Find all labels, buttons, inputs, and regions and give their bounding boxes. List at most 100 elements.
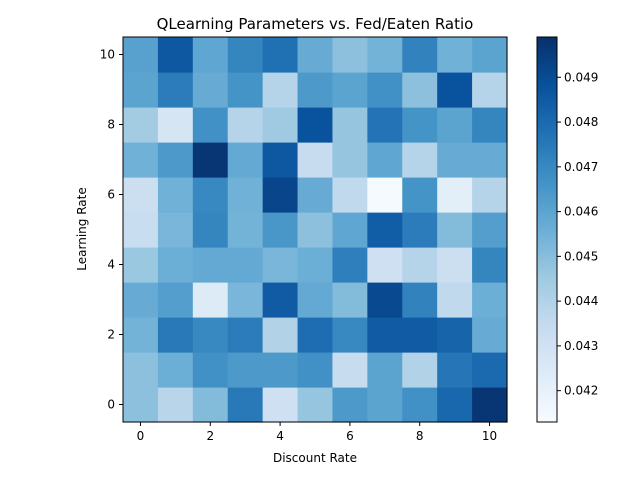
heatmap-cell [332,387,368,423]
heatmap-cell [227,352,264,388]
heatmap-cell [437,72,473,108]
heatmap-cell [367,212,403,248]
heatmap-cell [123,352,159,388]
heatmap-cell [157,282,194,318]
heatmap-cell [157,142,194,178]
y-tick-label: 8 [107,118,115,132]
heatmap-cell [192,212,229,248]
heatmap-cell [367,37,403,73]
heatmap-cell [157,107,194,143]
heatmap-cell [437,352,473,388]
heatmap-cell [367,142,403,178]
heatmap-cell [472,317,508,353]
heatmap-cell [472,387,508,423]
heatmap-cell [332,247,368,283]
heatmap-cell [123,247,159,283]
heatmap-cell [192,387,229,423]
colorbar-tick-label: 0.045 [564,249,598,263]
heatmap-cell [402,107,438,143]
heatmap-cell [367,72,403,108]
heatmap-cell [192,37,229,73]
heatmap-cell [192,317,229,353]
heatmap-cell [472,37,508,73]
heatmap-cell [227,177,264,213]
heatmap-cell [262,387,299,423]
heatmap-cell [192,142,229,178]
heatmap-cell [437,282,473,318]
heatmap-cell [367,247,403,283]
heatmap-cell [437,142,473,178]
heatmap-cell [297,387,334,423]
heatmap-cell [192,107,229,143]
y-tick-label: 6 [107,188,115,202]
heatmap-cell [297,107,334,143]
heatmap-cell [157,387,194,423]
colorbar-tick-label: 0.048 [564,115,598,129]
heatmap-cell [402,142,438,178]
heatmap-cell [332,37,368,73]
heatmap-cell [367,177,403,213]
heatmap-cell [157,247,194,283]
heatmap-cell [437,317,473,353]
heatmap-cell [437,177,473,213]
x-tick-label: 0 [137,429,145,443]
heatmap-cell [402,72,438,108]
heatmap-cell [192,177,229,213]
heatmap-cell [262,37,299,73]
heatmap-cell [402,212,438,248]
heatmap-cell [297,282,334,318]
heatmap-cell [297,142,334,178]
heatmap-cell [157,72,194,108]
colorbar-tick-label: 0.047 [564,160,598,174]
colorbar [536,36,558,423]
heatmap-cell [472,142,508,178]
heatmap-cell [297,37,334,73]
heatmap-cell [262,317,299,353]
heatmap-cell [227,282,264,318]
heatmap-cell [227,387,264,423]
y-tick-label: 2 [107,328,115,342]
heatmap-cell [157,177,194,213]
y-tick-label: 4 [107,258,115,272]
heatmap-cell [227,317,264,353]
heatmap-cell [123,142,159,178]
colorbar-axis: 0.042 0.043 0.044 0.045 0.046 0.047 0.048 0.049 [557,70,598,398]
heatmap-cell [402,317,438,353]
heatmap-cell [332,142,368,178]
heatmap-cell [262,72,299,108]
heatmap-cell [332,107,368,143]
heatmap-cell [332,352,368,388]
heatmap-cell [402,352,438,388]
heatmap-cell [367,352,403,388]
heatmap-cell [402,282,438,318]
x-tick-label: 4 [276,429,284,443]
heatmap-cell [472,352,508,388]
heatmap-cell [332,72,368,108]
x-tick-label: 2 [206,429,214,443]
y-axis: 0 2 4 6 8 10 [100,48,123,412]
heatmap-cell [367,387,403,423]
heatmap-cell [332,282,368,318]
heatmap-cell [332,212,368,248]
heatmap-cell [157,352,194,388]
heatmap-cell [123,72,159,108]
heatmap-cell [437,37,473,73]
heatmap-cell [437,387,473,423]
heatmap-cell [192,352,229,388]
x-axis-label: Discount Rate [273,451,357,465]
colorbar-tick-label: 0.044 [564,294,598,308]
heatmap-cell [472,107,508,143]
heatmap-cell [367,282,403,318]
heatmap-cell [262,107,299,143]
heatmap-cell [297,352,334,388]
heatmap-cell [297,247,334,283]
heatmap-cell [227,142,264,178]
heatmap-cell [472,72,508,108]
x-tick-label: 6 [346,429,354,443]
heatmap-cell [157,37,194,73]
heatmap-cell [472,177,508,213]
heatmap-cell [297,212,334,248]
heatmap-cell [437,107,473,143]
